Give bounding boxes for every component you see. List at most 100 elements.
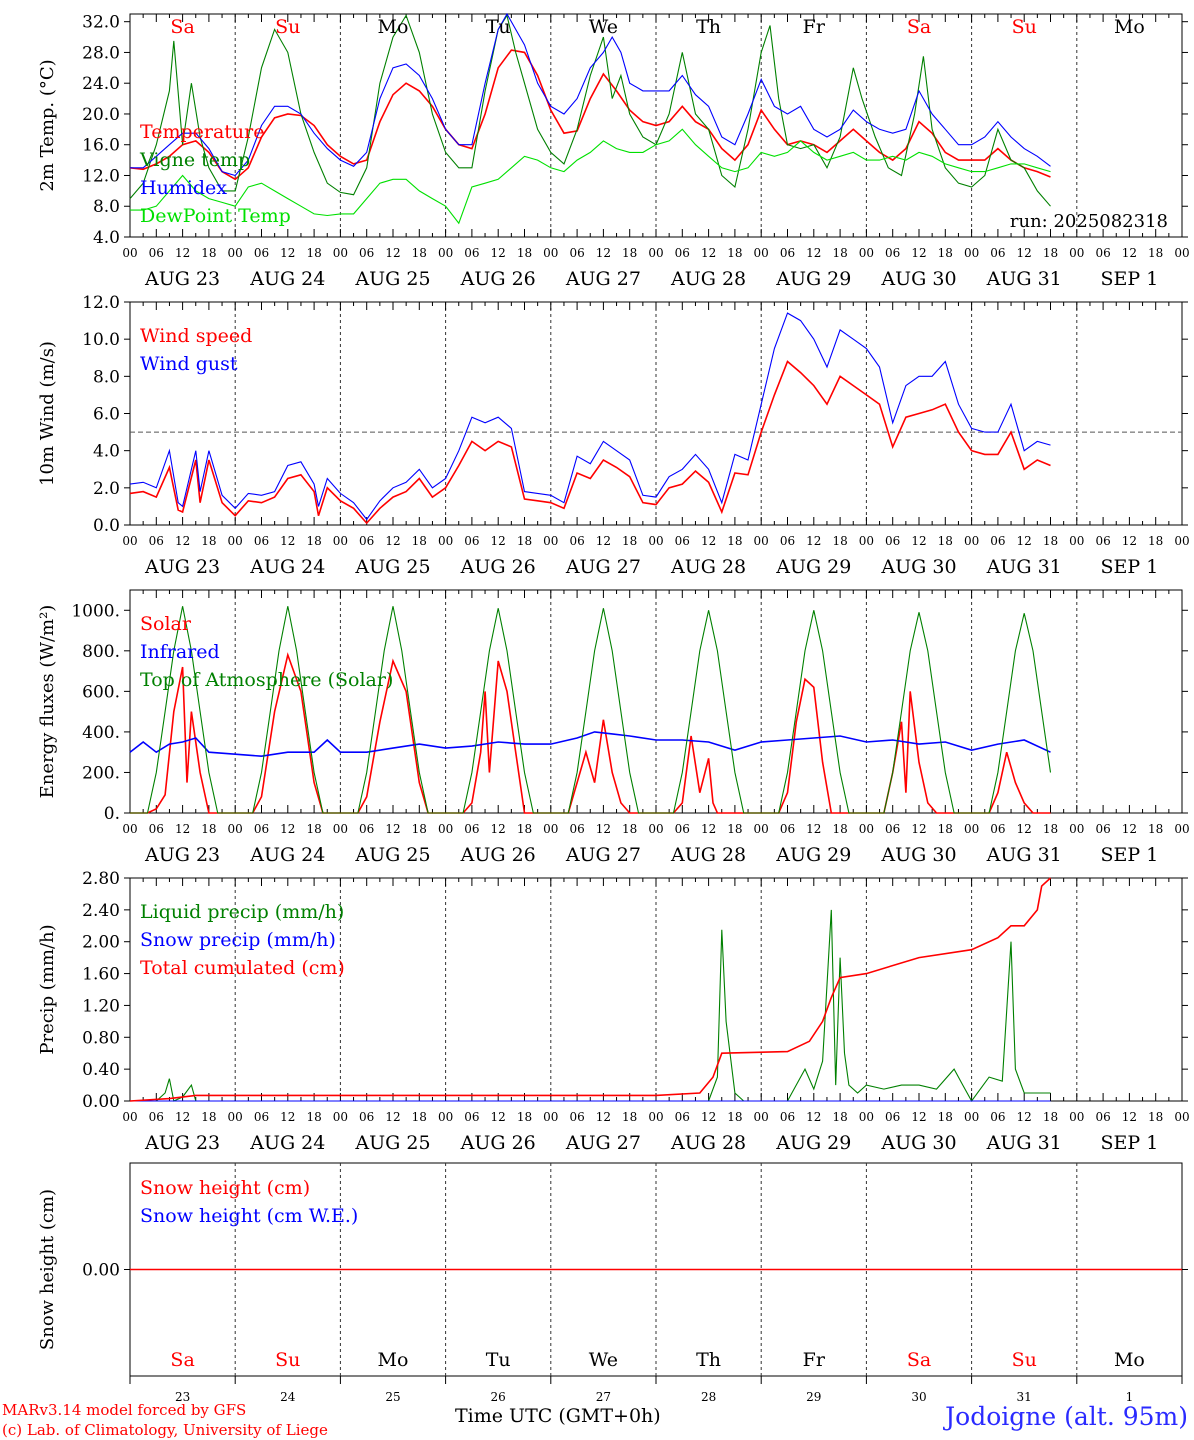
weekday-label: Fr [803,1349,826,1371]
x-hour-label: 06 [990,534,1005,548]
x-hour-label: 06 [885,1110,900,1124]
panel-2 [124,301,1188,526]
x-day-number: 29 [806,1390,821,1404]
weekday-label: Sa [907,16,931,38]
x-hour-label: 06 [464,1110,479,1124]
y-axis-label: Precip (mm/h) [37,924,58,1054]
x-hour-label: 06 [254,1110,269,1124]
x-hour-label: 00 [1069,822,1084,836]
y-tick-label: 600. [82,682,120,702]
x-day-number: 24 [280,1390,296,1404]
legend-entry: Snow precip (mm/h) [140,929,336,951]
x-hour-label: 00 [438,822,453,836]
x-hour-label: 12 [911,246,926,260]
x-hour-label: 18 [1043,822,1058,836]
x-hour-label: 18 [727,1110,742,1124]
x-hour-label: 06 [149,246,164,260]
x-hour-label: 12 [491,246,506,260]
y-tick-label: 28.0 [82,43,120,63]
x-hour-label: 06 [885,246,900,260]
legend-entry: Solar [140,613,192,635]
y-tick-label: 400. [82,723,120,743]
x-hour-label: 18 [412,246,427,260]
x-day-number: 27 [596,1390,611,1404]
x-hour-label: 00 [543,534,558,548]
x-hour-label: 18 [1043,246,1058,260]
weekday-label: Fr [803,16,826,38]
x-hour-label: 06 [569,246,584,260]
x-hour-label: 00 [964,822,979,836]
y-tick-label: 1.60 [82,965,120,985]
y-tick-label: 20.0 [82,105,120,125]
weekday-label: Su [275,1349,300,1371]
x-date-label: AUG 23 [144,1132,220,1154]
x-hour-label: 12 [280,534,295,548]
plot-frame [129,301,1183,526]
x-hour-label: 18 [517,822,532,836]
legend-entry: Total cumulated (cm) [140,957,345,979]
x-date-label: AUG 24 [249,268,325,290]
y-axis-label: Energy fluxes (W/m²) [37,605,58,799]
x-hour-label: 00 [333,822,348,836]
x-hour-label: 00 [1174,822,1189,836]
y-tick-label: 12.0 [82,293,120,313]
x-hour-label: 00 [122,246,137,260]
x-hour-label: 06 [569,1110,584,1124]
x-date-label: AUG 27 [565,556,641,578]
x-hour-label: 06 [359,246,374,260]
x-day-number: 26 [491,1390,506,1404]
x-hour-label: 18 [306,534,321,548]
x-hour-label: 18 [201,534,216,548]
y-tick-label: 32.0 [82,13,120,33]
x-hour-label: 18 [306,822,321,836]
y-tick-label: 0. [104,804,120,824]
x-hour-label: 00 [859,246,874,260]
legend-entry: Snow height (cm W.E.) [140,1205,358,1227]
x-day-number: 28 [701,1390,716,1404]
legend-entry: Wind gust [140,353,238,375]
x-axis-title: Time UTC (GMT+0h) [455,1405,661,1427]
panel-5 [124,1162,1188,1384]
x-hour-label: 00 [438,534,453,548]
legend-entry: Vigne temp [139,149,250,171]
x-hour-label: 12 [806,534,821,548]
weekday-label: Su [1012,1349,1037,1371]
x-date-label: AUG 26 [460,844,536,866]
x-hour-label: 12 [701,246,716,260]
x-day-number: 30 [911,1390,926,1404]
x-hour-label: 06 [675,1110,690,1124]
x-hour-label: 18 [727,246,742,260]
x-hour-label: 12 [911,1110,926,1124]
y-tick-label: 1000. [71,601,120,621]
run-label: run: 2025082318 [1010,211,1168,232]
x-hour-label: 00 [1174,1110,1189,1124]
x-date-label: AUG 31 [986,268,1062,290]
panel-4 [124,877,1188,1103]
x-hour-label: 18 [306,246,321,260]
x-hour-label: 12 [596,1110,611,1124]
x-hour-label: 00 [228,534,243,548]
weekday-label: We [589,16,618,38]
x-hour-label: 12 [1122,534,1137,548]
x-date-label: AUG 27 [565,844,641,866]
x-hour-label: 00 [859,534,874,548]
x-date-label: AUG 31 [986,1132,1062,1154]
x-date-label: AUG 26 [460,556,536,578]
x-hour-label: 18 [938,246,953,260]
y-tick-label: 16.0 [82,136,120,156]
x-hour-label: 06 [359,1110,374,1124]
x-hour-label: 00 [543,1110,558,1124]
y-axis-label: 10m Wind (m/s) [37,341,58,486]
x-hour-label: 18 [201,822,216,836]
y-tick-label: 2.00 [82,933,120,953]
weekday-label: Tu [486,16,511,38]
x-hour-label: 00 [122,822,137,836]
y-tick-label: 800. [82,642,120,662]
x-hour-label: 12 [596,822,611,836]
x-date-label: SEP 1 [1100,556,1158,578]
x-hour-label: 00 [1069,534,1084,548]
x-hour-label: 00 [438,1110,453,1124]
x-date-label: AUG 31 [986,556,1062,578]
x-hour-label: 18 [727,534,742,548]
